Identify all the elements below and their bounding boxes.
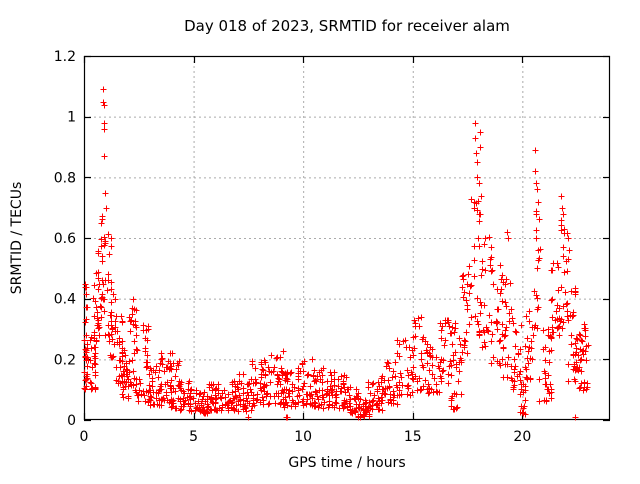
grid-layer [84,56,610,420]
x-axis-label: GPS time / hours [288,455,405,471]
y-tick-label: 0.6 [54,231,76,247]
y-tick-label: 1 [67,110,76,126]
y-tick-label: 0 [67,413,76,429]
y-tick-label: 0.4 [54,292,76,308]
x-tick-label: 10 [294,429,312,445]
x-tick-label: 0 [80,429,89,445]
x-tick-label: 20 [513,429,531,445]
x-tick-label: 15 [404,429,422,445]
y-tick-label: 0.2 [54,352,76,368]
y-axis-label: SRMTID / TECUs [9,182,25,295]
tick-layer [83,55,610,422]
y-tick-label: 0.8 [54,170,76,186]
tick-label-layer: 0 5 10 15 20 0 0.2 0.4 0.6 0.8 1 1.2 [54,49,532,445]
y-tick-label: 1.2 [54,49,76,65]
chart-title: Day 018 of 2023, SRMTID for receiver ala… [184,17,510,35]
scatter-points [81,86,592,421]
x-tick-label: 5 [189,429,198,445]
data-points-layer [81,86,592,421]
